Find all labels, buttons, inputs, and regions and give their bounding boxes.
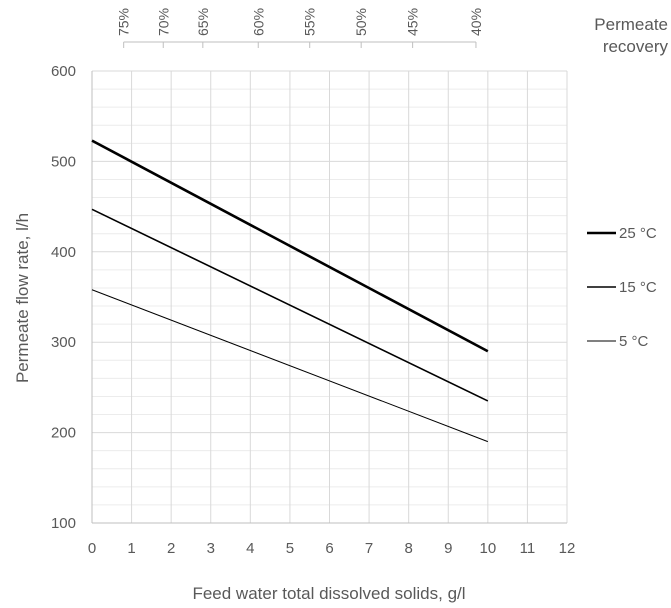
recovery-tick-label: 70% <box>155 8 171 36</box>
y-tick-label: 200 <box>51 425 76 442</box>
recovery-axis-title: Permeate <box>594 15 668 34</box>
x-tick-label: 9 <box>444 540 452 557</box>
x-tick-label: 4 <box>246 540 254 557</box>
x-tick-label: 11 <box>520 540 536 557</box>
recovery-tick-label: 65% <box>195 8 211 36</box>
legend-label: 15 °C <box>619 279 657 296</box>
y-tick-label: 600 <box>51 63 76 80</box>
x-tick-label: 8 <box>404 540 412 557</box>
legend: 25 °C 15 °C 5 °C <box>587 225 657 350</box>
legend-label: 5 °C <box>619 333 649 350</box>
series-line-1 <box>91 208 489 402</box>
y-tick-label: 300 <box>51 334 76 351</box>
recovery-tick-label: 50% <box>353 8 369 36</box>
x-tick-label: 5 <box>286 540 294 557</box>
series-line-0 <box>91 139 489 353</box>
x-tick-label: 3 <box>207 540 215 557</box>
x-tick-label: 7 <box>365 540 373 557</box>
recovery-tick-label: 45% <box>405 8 421 36</box>
permeate-recovery-axis: 75% 70% 65% 60% 55% 50% 45% 40% Permeate recovery <box>116 8 669 56</box>
x-tick-label: 2 <box>167 540 175 557</box>
x-tick-label: 12 <box>559 540 576 557</box>
recovery-tick-label: 40% <box>468 8 484 36</box>
y-tick-label: 100 <box>51 515 76 532</box>
y-tick-label: 500 <box>51 153 76 170</box>
series-lines <box>91 139 489 443</box>
x-tick-label: 0 <box>88 540 96 557</box>
x-tick-label: 1 <box>127 540 135 557</box>
y-axis-label: Permeate flow rate, l/h <box>13 213 32 383</box>
recovery-tick-label: 75% <box>116 8 132 36</box>
recovery-tick-label: 55% <box>302 8 318 36</box>
recovery-tick-label: 60% <box>250 8 266 36</box>
legend-label: 25 °C <box>619 225 657 242</box>
y-tick-label: 400 <box>51 244 76 261</box>
recovery-axis-title: recovery <box>603 37 669 56</box>
x-tick-label: 10 <box>479 540 496 557</box>
x-axis-label: Feed water total dissolved solids, g/l <box>192 584 465 603</box>
x-tick-label: 6 <box>325 540 333 557</box>
grid <box>92 70 568 523</box>
series-line-2 <box>91 289 489 443</box>
